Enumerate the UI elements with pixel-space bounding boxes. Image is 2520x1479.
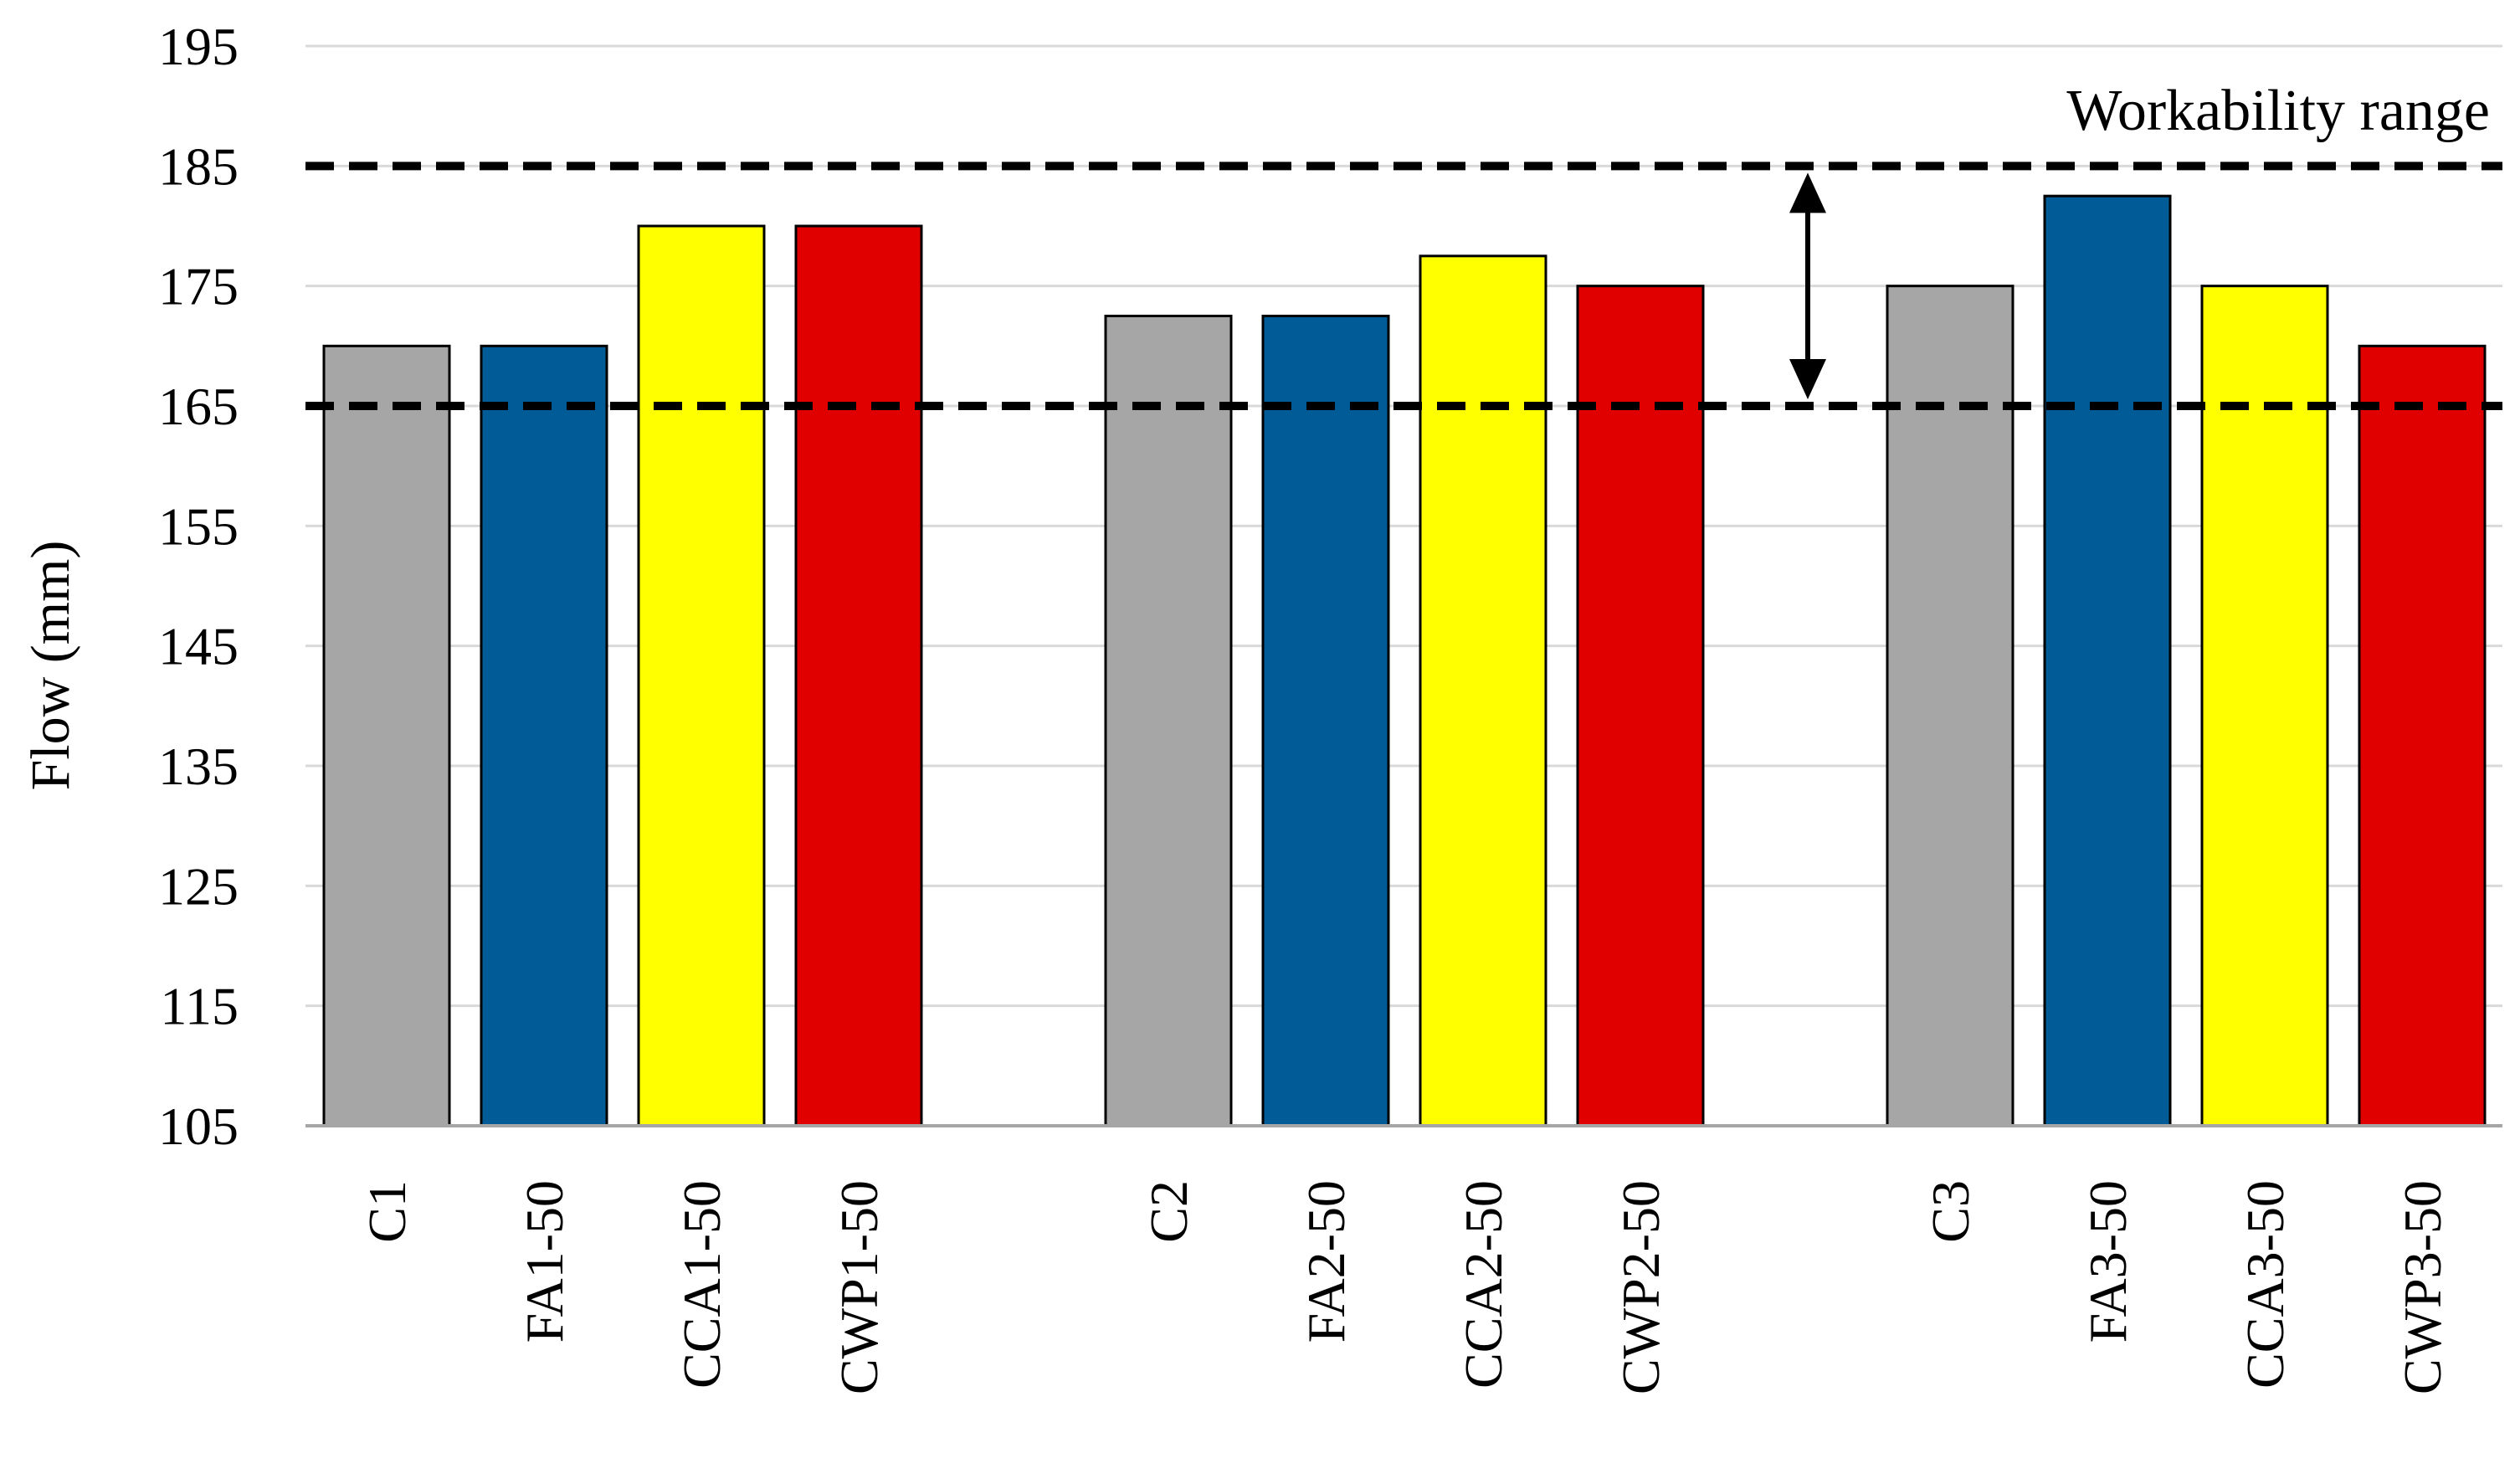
x-category-label: CCA1-50 — [672, 1180, 731, 1389]
x-category-label: C3 — [1921, 1180, 1980, 1243]
x-category-label: C2 — [1139, 1180, 1198, 1243]
x-category-label: CCA3-50 — [2235, 1180, 2295, 1389]
workability-range-label: Workability range — [2066, 79, 2490, 143]
x-category-label: C1 — [357, 1180, 417, 1243]
bar-C2 — [1104, 315, 1233, 1127]
bar-FA3-50 — [2043, 194, 2172, 1127]
bar-CWP3-50 — [2358, 344, 2487, 1127]
y-tick-label: 125 — [158, 856, 239, 916]
y-tick-label: 145 — [158, 617, 239, 676]
y-tick-label: 105 — [158, 1096, 239, 1156]
bar-C3 — [1886, 285, 2014, 1127]
bar-CCA3-50 — [2200, 285, 2329, 1127]
bar-FA2-50 — [1261, 315, 1390, 1127]
bar-CWP1-50 — [794, 224, 923, 1127]
bar-CWP2-50 — [1576, 285, 1705, 1127]
bar-CCA1-50 — [637, 224, 766, 1127]
y-tick-label: 155 — [158, 496, 239, 556]
bar-FA1-50 — [480, 344, 608, 1127]
workability-annotation: Workability range — [1789, 79, 2490, 399]
x-category-label: FA2-50 — [1296, 1180, 1356, 1343]
bar-C1 — [322, 344, 451, 1127]
workability-arrow-head-top — [1789, 172, 1826, 213]
bars — [322, 194, 2487, 1127]
bar-CCA2-50 — [1419, 254, 1547, 1127]
x-category-label: CWP3-50 — [2393, 1180, 2452, 1394]
workability-arrow-head-bottom — [1789, 359, 1826, 399]
y-tick-labels: 105 115 125 135 145 155 165 175 185 195 — [158, 17, 239, 1156]
x-category-label: CCA2-50 — [1454, 1180, 1513, 1389]
workability-reference-lines — [305, 162, 2502, 410]
x-category-labels: C1 FA1-50 CCA1-50 CWP1-50 C2 FA2-50 CCA2-50 CWP… — [357, 1180, 2452, 1394]
x-category-label: CWP1-50 — [829, 1180, 889, 1394]
gridlines — [305, 44, 2502, 1008]
y-tick-label: 185 — [158, 136, 239, 196]
y-axis-title: Flow (mm) — [20, 541, 81, 791]
y-tick-label: 175 — [158, 257, 239, 316]
x-category-label: FA1-50 — [515, 1180, 574, 1343]
y-tick-label: 115 — [160, 977, 239, 1036]
x-category-label: CWP2-50 — [1611, 1180, 1671, 1394]
y-tick-label: 135 — [158, 737, 239, 796]
y-tick-label: 165 — [158, 377, 239, 436]
x-category-label: FA3-50 — [2078, 1180, 2138, 1343]
y-tick-label: 195 — [158, 17, 239, 76]
